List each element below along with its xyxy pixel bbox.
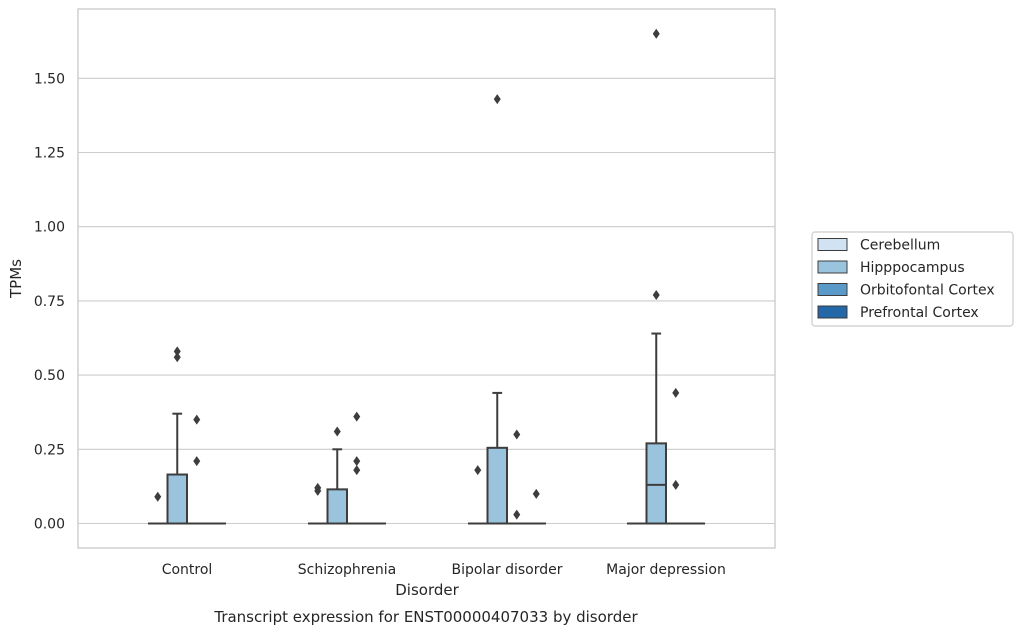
y-tick-label: 0.75 [34,294,65,310]
box-group [166,346,188,525]
outlier-point [353,456,361,467]
outlier-point [513,509,521,520]
y-tick-label: 0.25 [34,442,65,458]
y-tick-label: 1.25 [34,146,65,162]
outlier-point [314,482,322,493]
plot-frame [77,8,776,549]
outlier-point [493,94,501,105]
y-tick-label: 1.50 [34,71,65,87]
outlier-point [154,491,162,502]
box-body [645,442,667,525]
outlier-point [652,289,660,300]
legend: Cerebellum Hipppocampus Orbitofontal Corte… [811,231,1014,327]
outlier-point [353,465,361,476]
legend-swatch [817,260,848,274]
outlier-point [532,488,540,499]
y-tick-label: 1.00 [34,220,65,236]
box-group [326,426,348,525]
legend-label: Orbitofontal Cortex [860,283,995,299]
box-group [666,387,686,525]
figure-caption: Transcript expression for ENST0000040703… [213,608,638,626]
x-tick-label: Control [162,562,213,578]
outlier-point [173,352,181,363]
box-body [486,446,508,525]
outlier-point [672,387,680,398]
outlier-point [474,465,482,476]
box-group [347,411,367,525]
legend-swatch [817,238,848,251]
legend-label: Prefrontal Cortex [860,305,979,321]
outlier-point [193,414,201,425]
box-body [326,488,348,525]
outlier-point [513,429,521,440]
legend-swatch [817,283,848,296]
box-group [308,482,328,525]
x-axis-label: Disorder [395,581,459,599]
plot-area [78,9,775,548]
outlier-point [672,479,680,490]
box-group [148,491,168,525]
y-tick-label: 0.00 [34,517,65,533]
x-tick-label: Bipolar disorder [451,562,562,578]
y-tick-label: 0.50 [34,368,65,384]
outlier-point [173,346,181,357]
x-tick-label: Major depression [606,562,726,578]
box-group [486,94,508,525]
x-tick-label: Schizophrenia [298,562,396,578]
legend-swatch [817,305,848,319]
legend-label: Hipppocampus [860,260,965,276]
legend-label: Cerebellum [860,238,940,254]
box-body [166,473,188,525]
box-group [645,28,667,525]
legend-frame [811,231,1014,327]
outlier-point [193,456,201,467]
box-group [468,465,488,525]
outlier-point [353,411,361,422]
outlier-point [652,28,660,39]
y-axis-label: TPMs [7,259,25,299]
box-group [507,429,527,525]
box-group [526,488,546,525]
outlier-point [333,426,341,437]
box-group [187,414,207,525]
